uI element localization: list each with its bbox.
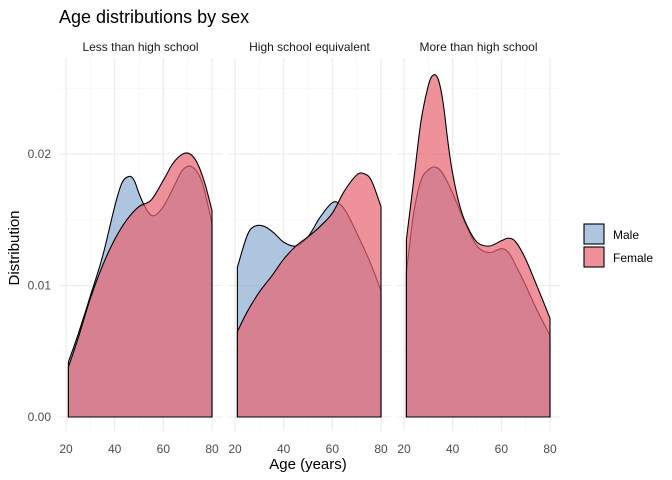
legend-swatch-female — [583, 246, 605, 268]
legend-label-female: Female — [613, 251, 653, 265]
x-tick-label: 60 — [326, 442, 340, 456]
density-area-female — [405, 74, 551, 418]
x-tick-label: 80 — [543, 442, 557, 456]
y-axis-label: Distribution — [6, 210, 23, 285]
x-tick-label: 80 — [374, 442, 388, 456]
y-tick-label: 0.02 — [28, 147, 52, 161]
facet-strip-label: Less than high school — [82, 40, 198, 54]
facet-panel: Less than high school 20 40 60 80 — [59, 40, 222, 456]
x-tick-label: 60 — [157, 442, 171, 456]
x-axis-label: Age (years) — [269, 456, 347, 473]
y-tick-label: 0.01 — [28, 279, 52, 293]
facet-panel: High school equivalent 20 40 60 80 — [228, 40, 391, 456]
y-tick-label: 0.00 — [28, 410, 52, 424]
x-tick-label: 60 — [495, 442, 509, 456]
x-tick-label: 40 — [108, 442, 122, 456]
legend-swatch-male — [583, 223, 605, 245]
legend-label-male: Male — [613, 228, 639, 242]
facet-strip-label: More than high school — [419, 40, 537, 54]
density-area-female — [236, 172, 382, 418]
facet-strip-label: High school equivalent — [249, 40, 370, 54]
x-tick-label: 80 — [205, 442, 219, 456]
x-tick-label: 40 — [446, 442, 460, 456]
chart-title: Age distributions by sex — [59, 7, 249, 27]
x-tick-label: 40 — [277, 442, 291, 456]
density-area-female — [67, 152, 213, 418]
x-tick-label: 20 — [397, 442, 411, 456]
facet-panel: More than high school 20 40 60 80 — [397, 40, 560, 456]
x-tick-label: 20 — [228, 442, 242, 456]
x-tick-label: 20 — [59, 442, 73, 456]
legend: Male Female — [583, 223, 653, 268]
y-axis-ticks: 0.00 0.01 0.02 — [28, 147, 52, 424]
